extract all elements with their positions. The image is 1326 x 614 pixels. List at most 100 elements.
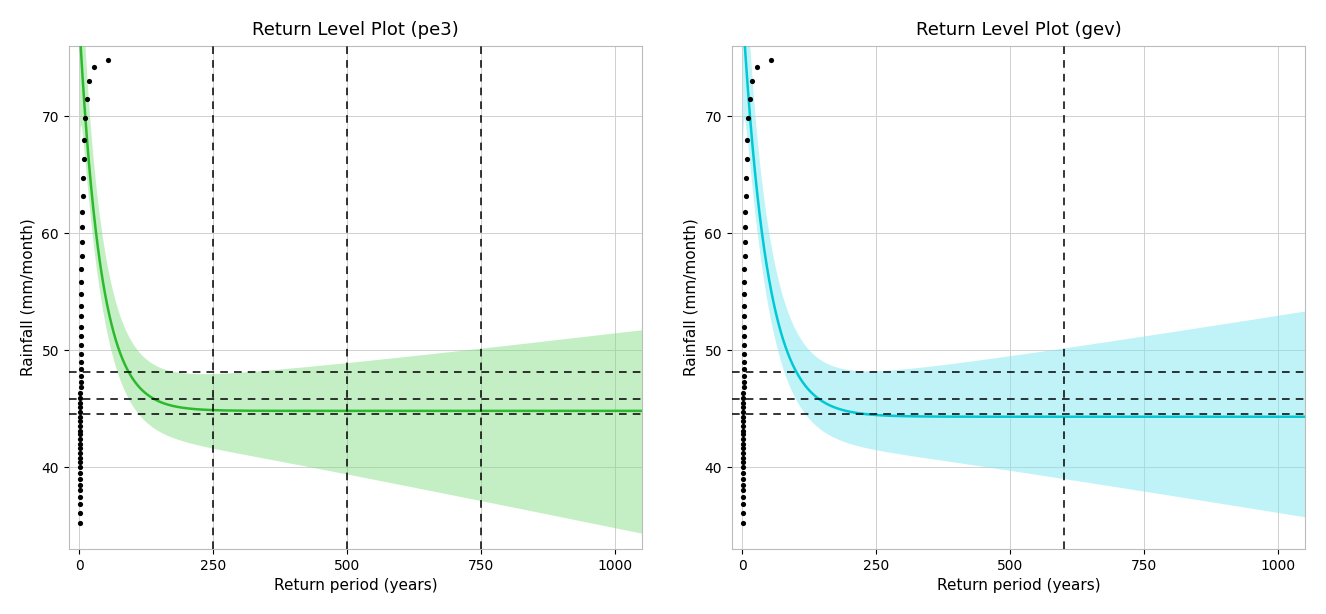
Point [733,311,754,321]
Point [733,371,754,381]
Point [733,322,754,332]
Point [733,416,754,426]
Point [733,331,754,341]
Point [70,301,91,311]
Point [69,508,90,518]
X-axis label: Return period (years): Return period (years) [273,578,438,593]
Point [733,402,754,412]
Point [69,486,90,495]
Y-axis label: Rainfall (mm/month): Rainfall (mm/month) [21,219,36,376]
Point [736,134,757,144]
Point [73,173,94,183]
Point [69,439,90,449]
Point [70,393,91,403]
Point [733,412,754,422]
Point [735,222,756,232]
Point [69,500,90,510]
Point [70,265,91,274]
Point [69,468,90,478]
Point [735,238,756,247]
Point [69,448,90,458]
Point [733,389,754,398]
Point [733,393,754,403]
Point [74,114,95,123]
Point [733,377,754,387]
Point [732,434,753,444]
Point [69,434,90,444]
Point [69,474,90,484]
Point [70,364,91,374]
Point [733,340,754,350]
Point [69,453,90,462]
Point [732,468,753,478]
Point [72,252,93,262]
Point [70,389,91,398]
Point [741,76,762,86]
Point [70,357,91,367]
Point [73,134,94,144]
Point [70,278,91,287]
Point [70,340,91,350]
X-axis label: Return period (years): Return period (years) [936,578,1101,593]
Point [735,207,756,217]
Point [70,383,91,392]
Point [732,457,753,467]
Point [70,311,91,321]
Point [739,94,760,104]
Point [69,518,90,528]
Point [732,453,753,462]
Point [733,349,754,359]
Point [70,377,91,387]
Point [733,364,754,374]
Point [70,398,91,408]
Point [732,429,753,439]
Point [733,301,754,311]
Point [733,357,754,367]
Point [70,412,91,422]
Point [733,383,754,392]
Point [70,371,91,381]
Point [97,55,118,65]
Point [69,480,90,489]
Point [70,289,91,299]
Point [73,155,94,165]
Point [733,398,754,408]
Point [747,62,768,72]
Point [732,518,753,528]
Point [69,492,90,502]
Point [69,457,90,467]
Point [72,238,93,247]
Title: Return Level Plot (pe3): Return Level Plot (pe3) [252,21,459,39]
Point [72,222,93,232]
Point [70,421,91,431]
Point [70,331,91,341]
Point [69,443,90,453]
Point [84,62,105,72]
Point [732,486,753,495]
Point [735,252,756,262]
Point [78,76,99,86]
Point [732,508,753,518]
Point [733,407,754,417]
Point [732,462,753,472]
Point [70,416,91,426]
Point [732,474,753,484]
Point [732,480,753,489]
Point [732,448,753,458]
Point [732,443,753,453]
Y-axis label: Rainfall (mm/month): Rainfall (mm/month) [684,219,699,376]
Point [733,421,754,431]
Point [76,94,97,104]
Point [70,349,91,359]
Point [70,426,91,436]
Point [69,429,90,439]
Point [735,191,756,201]
Point [737,114,758,123]
Point [70,402,91,412]
Point [733,426,754,436]
Point [733,278,754,287]
Point [732,492,753,502]
Point [69,462,90,472]
Point [72,207,93,217]
Title: Return Level Plot (gev): Return Level Plot (gev) [915,21,1122,39]
